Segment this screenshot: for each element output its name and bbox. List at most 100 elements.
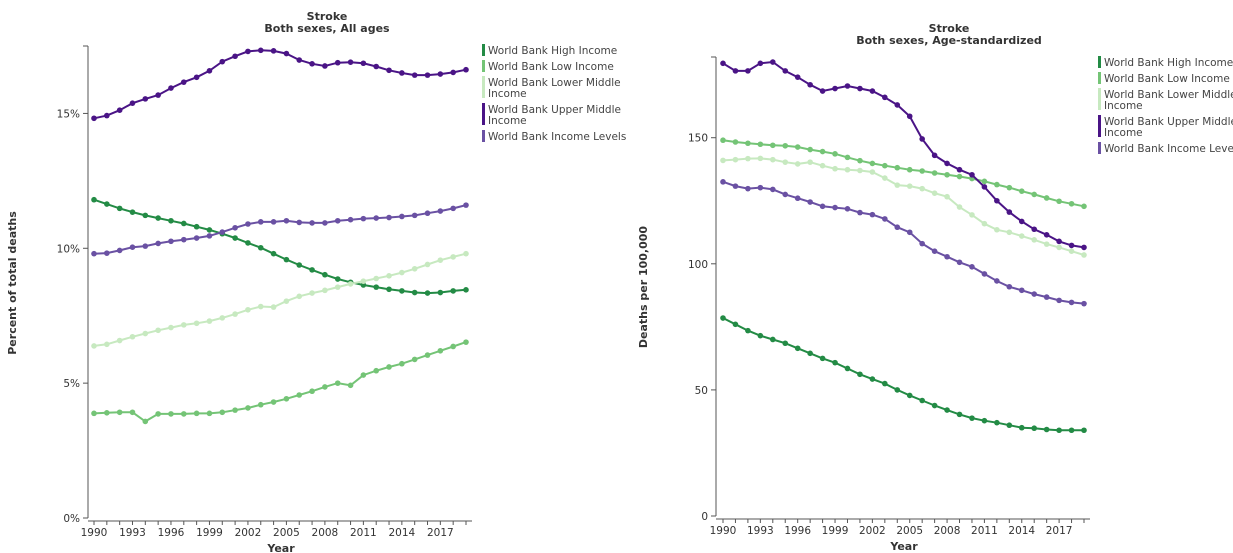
data-point bbox=[232, 311, 238, 317]
data-point bbox=[956, 411, 963, 418]
y-tick-label: 150 bbox=[688, 133, 708, 145]
legend-swatch bbox=[482, 130, 485, 142]
data-point bbox=[219, 229, 226, 235]
data-point bbox=[334, 380, 341, 386]
data-point bbox=[1043, 294, 1050, 300]
y-axis-label: Deaths per 100,000 bbox=[637, 226, 650, 349]
data-point bbox=[956, 259, 963, 266]
y-tick-label: 5% bbox=[63, 378, 80, 390]
data-point bbox=[931, 248, 938, 254]
data-point bbox=[180, 236, 187, 243]
y-tick-label: 100 bbox=[688, 259, 708, 271]
data-point bbox=[819, 203, 826, 210]
data-point bbox=[1006, 229, 1013, 236]
data-point bbox=[373, 63, 380, 70]
x-tick-label: 2011 bbox=[350, 527, 377, 539]
data-point bbox=[782, 191, 789, 198]
data-point bbox=[981, 178, 988, 185]
data-point bbox=[91, 196, 97, 203]
data-point bbox=[232, 224, 238, 231]
data-point bbox=[931, 402, 938, 409]
data-point bbox=[720, 179, 726, 185]
legend-swatch bbox=[482, 44, 485, 56]
data-point bbox=[155, 92, 161, 98]
data-point bbox=[769, 156, 776, 163]
data-point bbox=[411, 72, 418, 78]
data-point bbox=[857, 371, 863, 378]
data-point bbox=[944, 407, 950, 413]
data-point bbox=[1056, 297, 1062, 304]
data-point bbox=[931, 190, 938, 196]
x-tick-label: 2014 bbox=[388, 527, 415, 539]
data-point bbox=[894, 387, 901, 393]
data-point bbox=[257, 244, 264, 251]
data-point bbox=[1068, 299, 1075, 306]
data-point bbox=[437, 347, 444, 354]
data-point bbox=[104, 201, 110, 207]
data-point bbox=[155, 240, 161, 247]
data-point bbox=[1043, 241, 1050, 247]
data-point bbox=[270, 48, 277, 54]
series-line bbox=[722, 180, 1085, 305]
data-point bbox=[969, 415, 975, 421]
data-point bbox=[245, 405, 251, 411]
legend-item-label: World Bank Lower Middle Income bbox=[488, 77, 621, 100]
legend-label-line: Income bbox=[488, 88, 527, 100]
chart-subtitle: Both sexes, Age-standardized bbox=[856, 34, 1042, 47]
data-point bbox=[193, 410, 200, 417]
data-point bbox=[116, 247, 123, 254]
y-tick-label: 50 bbox=[695, 385, 708, 397]
legend-swatch bbox=[1098, 72, 1101, 84]
data-point bbox=[386, 364, 392, 370]
data-point bbox=[882, 380, 888, 387]
data-point bbox=[981, 417, 988, 424]
data-point bbox=[334, 284, 341, 290]
data-point bbox=[869, 376, 876, 382]
data-point bbox=[245, 221, 251, 227]
legend-item-label: World Bank Income Levels bbox=[488, 131, 626, 143]
data-point bbox=[155, 215, 161, 221]
data-point bbox=[1031, 191, 1038, 198]
data-point bbox=[283, 395, 290, 402]
data-point bbox=[206, 233, 213, 239]
data-point bbox=[956, 204, 963, 210]
data-point bbox=[1081, 427, 1087, 434]
data-point bbox=[206, 410, 213, 417]
data-point bbox=[732, 68, 739, 74]
data-point bbox=[981, 184, 988, 190]
data-point bbox=[1081, 300, 1087, 307]
data-point bbox=[257, 47, 264, 54]
legend-item-label: World Bank High Income bbox=[488, 45, 617, 57]
data-point bbox=[424, 352, 431, 358]
data-point bbox=[919, 136, 925, 142]
data-point bbox=[283, 217, 290, 224]
data-point bbox=[919, 185, 925, 192]
data-point bbox=[91, 250, 97, 257]
legend: World Bank High Income World Bank Low Inc… bbox=[482, 44, 626, 143]
data-point bbox=[386, 214, 392, 221]
data-point bbox=[981, 271, 988, 277]
series-line bbox=[722, 157, 1085, 256]
data-point bbox=[91, 410, 97, 417]
data-point bbox=[1018, 233, 1025, 239]
data-point bbox=[769, 142, 776, 149]
data-point bbox=[906, 392, 913, 399]
data-point bbox=[1081, 244, 1087, 251]
data-point bbox=[360, 60, 367, 67]
data-point bbox=[206, 227, 213, 233]
y-tick-label: 10% bbox=[57, 243, 80, 255]
data-point bbox=[1031, 425, 1038, 432]
chart-subtitle: Both sexes, All ages bbox=[264, 22, 390, 35]
data-point bbox=[857, 209, 863, 216]
x-tick-label: 2008 bbox=[312, 527, 339, 539]
x-tick-label: 2005 bbox=[896, 525, 923, 537]
data-point bbox=[142, 243, 149, 249]
data-point bbox=[782, 142, 789, 149]
data-point bbox=[794, 161, 801, 167]
data-point bbox=[180, 411, 187, 417]
data-point bbox=[104, 341, 110, 348]
data-point bbox=[1006, 184, 1013, 191]
data-point bbox=[994, 419, 1000, 426]
data-point bbox=[399, 360, 405, 367]
